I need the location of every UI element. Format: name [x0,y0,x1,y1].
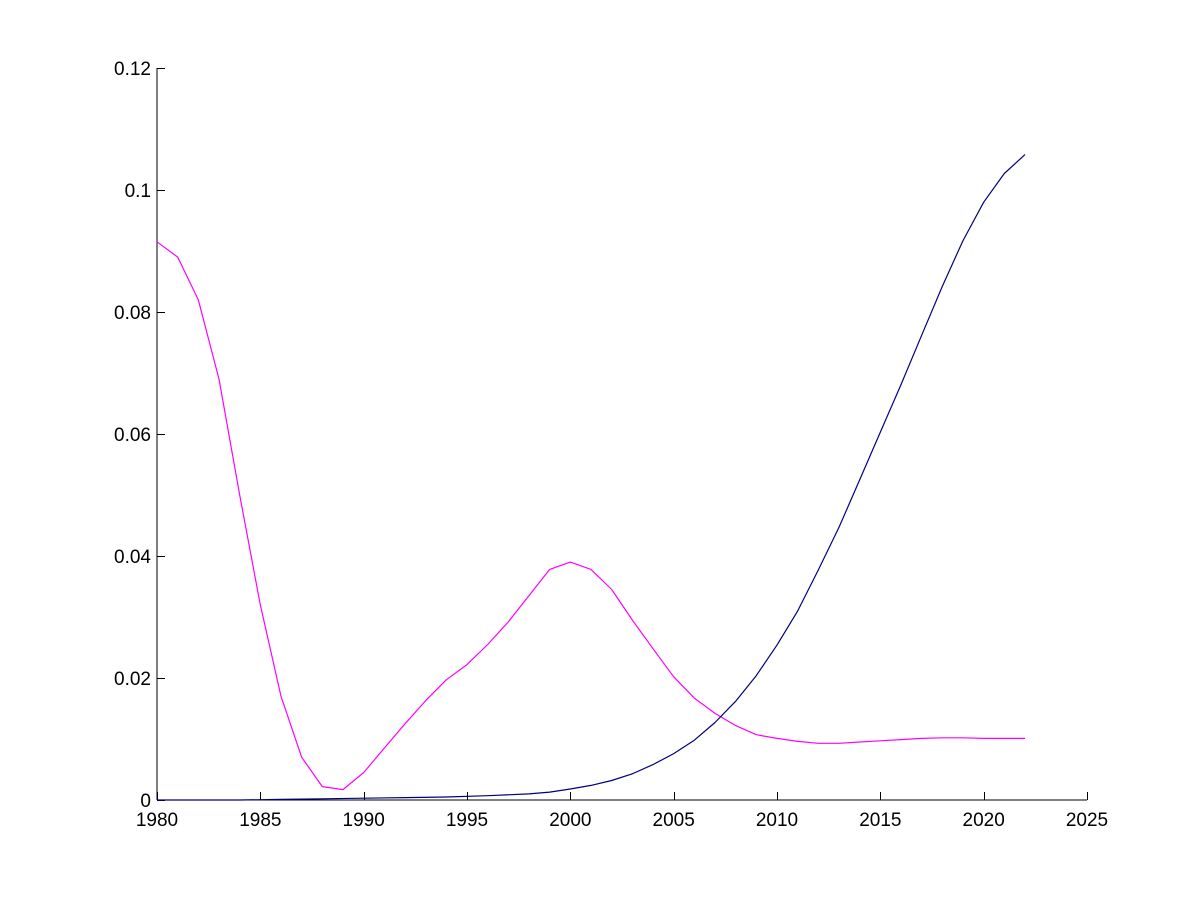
x-tick-label: 2025 [1066,810,1108,831]
series-line-2 [157,154,1026,801]
x-tick-label: 2010 [756,810,798,831]
y-tick-label: 0.02 [114,669,151,690]
y-tick-label: 0.12 [114,59,151,80]
x-tick-label: 1985 [239,810,281,831]
x-tick-label: 2020 [963,810,1005,831]
y-tick-label: 0.06 [114,425,151,446]
y-tick-label: 0 [140,791,151,812]
y-tick-label: 0.08 [114,303,151,324]
y-tick-label: 0.1 [125,181,151,202]
x-tick-label: 2005 [653,810,695,831]
x-tick-label: 2000 [549,810,591,831]
series-line-1 [156,241,1025,791]
x-tick-label: 1995 [446,810,488,831]
chart-series [156,154,1026,801]
y-tick-label: 0.04 [114,547,151,568]
x-tick-label: 1980 [136,810,178,831]
x-tick-label: 2015 [859,810,901,831]
x-tick-label: 1990 [343,810,385,831]
chart-axes: 1980 1985 1990 1995 2000 2005 2010 2015 2020 2025… [114,59,1108,831]
